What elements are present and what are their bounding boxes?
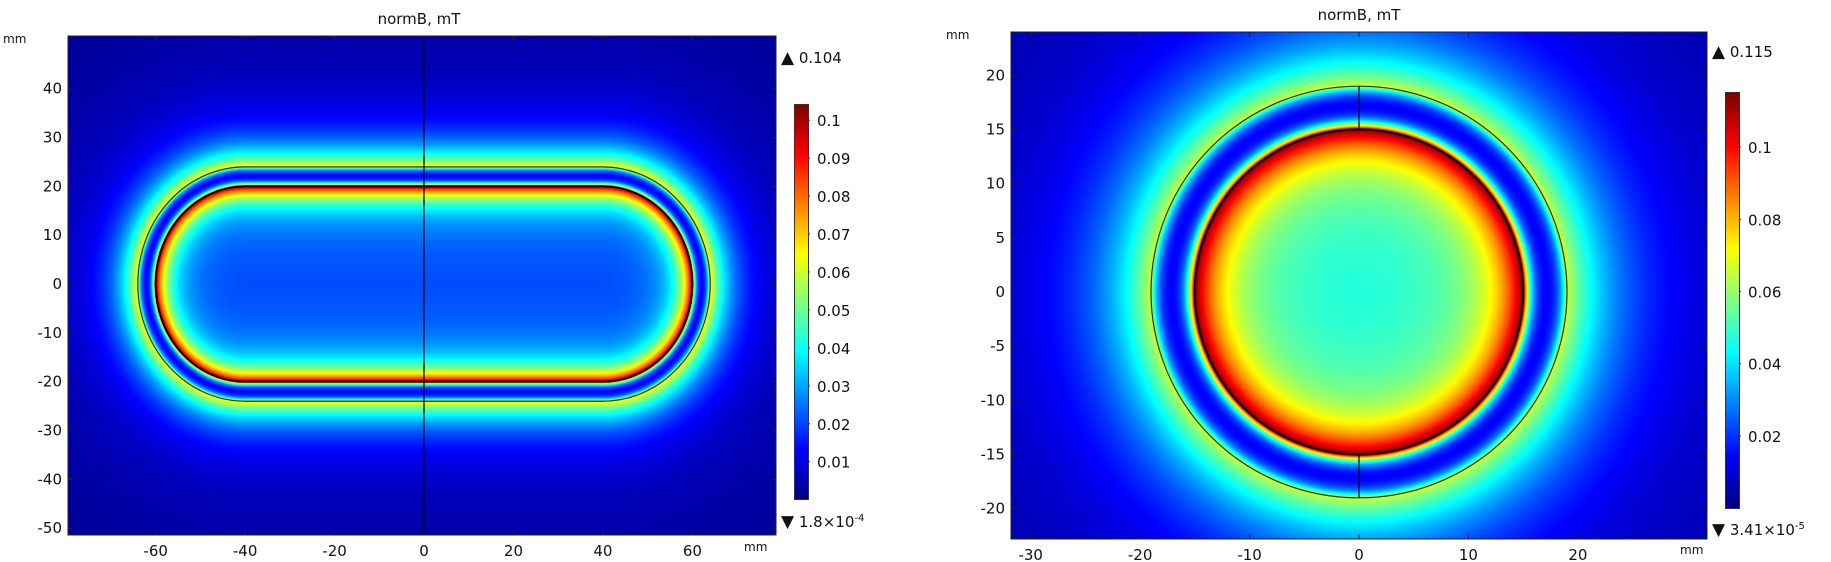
colorbar-tick-label: 0.1 xyxy=(1748,139,1772,157)
colorbar-max: ▲ 0.104 xyxy=(781,48,842,68)
y-tick-label: -20 xyxy=(38,373,63,391)
outer-boundary xyxy=(1150,85,1568,499)
x-tick-label: -30 xyxy=(1018,546,1043,562)
y-tick-label: -50 xyxy=(38,519,63,537)
y-tick-label: 10 xyxy=(986,175,1005,193)
x-axis-unit: mm xyxy=(1680,543,1704,557)
x-tick-label: 0 xyxy=(1354,546,1364,562)
x-tick-label: 20 xyxy=(1568,546,1587,562)
y-axis-unit: mm xyxy=(946,28,970,42)
y-tick-label: 15 xyxy=(986,121,1005,139)
y-tick-label: 0 xyxy=(52,275,62,293)
y-tick-label: 30 xyxy=(43,129,62,147)
y-tick-label: -20 xyxy=(981,500,1006,518)
max-triangle-icon: ▲ xyxy=(1712,42,1726,62)
colorbar-tick-label: 0.08 xyxy=(1748,211,1781,229)
y-tick-label: -40 xyxy=(38,470,63,488)
x-tick-label: 0 xyxy=(419,542,429,560)
x-tick-label: -40 xyxy=(233,542,258,560)
colorbar-tick-label: 0.06 xyxy=(1748,284,1781,302)
y-tick-label: 40 xyxy=(43,80,62,98)
y-tick-label: -5 xyxy=(990,337,1005,355)
y-tick-label: -30 xyxy=(38,422,63,440)
min-triangle-icon: ▼ xyxy=(1712,520,1726,540)
y-tick-label: 10 xyxy=(43,226,62,244)
colorbar-tick-label: 0.1 xyxy=(817,112,841,130)
y-tick-label: -15 xyxy=(981,446,1006,464)
colorbar-min-exponent: -4 xyxy=(854,513,865,524)
max-triangle-icon: ▲ xyxy=(781,48,795,68)
x-tick-label: 20 xyxy=(504,542,523,560)
colorbar-min-label: 3.41×10 xyxy=(1729,521,1795,539)
y-axis-unit: mm xyxy=(3,32,27,46)
x-axis-unit: mm xyxy=(744,540,768,554)
x-tick-label: -60 xyxy=(143,542,168,560)
colorbar-max-label: 0.104 xyxy=(798,49,842,67)
x-tick-label: 40 xyxy=(593,542,612,560)
colorbar-tick-label: 0.08 xyxy=(817,188,850,206)
inner-boundary xyxy=(154,185,694,383)
x-tick-label: -10 xyxy=(1237,546,1262,562)
colorbar-tick-label: 0.04 xyxy=(817,340,850,358)
colorbar-min: ▼ 3.41×10-5 xyxy=(1712,520,1805,540)
x-tick-label: -20 xyxy=(322,542,347,560)
colorbar-min-label: 1.8×10 xyxy=(798,513,855,531)
x-tick-label: 10 xyxy=(1459,546,1478,562)
colorbar-tick-label: 0.06 xyxy=(817,264,850,282)
y-tick-label: 20 xyxy=(986,66,1005,84)
y-tick-label: 20 xyxy=(43,177,62,195)
colorbar xyxy=(1725,92,1740,509)
colorbar-tick-label: 0.07 xyxy=(817,226,850,244)
y-tick-label: -10 xyxy=(38,324,63,342)
colorbar-max-label: 0.115 xyxy=(1729,43,1773,61)
colorbar-tick-label: 0.02 xyxy=(1748,428,1781,446)
colorbar xyxy=(794,104,809,500)
colorbar-max: ▲ 0.115 xyxy=(1712,42,1773,62)
inner-boundary xyxy=(1193,128,1525,456)
colorbar-min-exponent: -5 xyxy=(1794,521,1805,532)
y-tick-label: 5 xyxy=(995,229,1005,247)
y-tick-label: -10 xyxy=(981,391,1006,409)
plot-frame xyxy=(67,35,777,536)
colorbar-tick-label: 0.05 xyxy=(817,302,850,320)
colorbar-tick-label: 0.04 xyxy=(1748,356,1781,374)
x-tick-label: 60 xyxy=(683,542,702,560)
colorbar-tick-label: 0.01 xyxy=(817,454,850,472)
y-tick-label: 0 xyxy=(995,283,1005,301)
x-tick-label: -20 xyxy=(1128,546,1153,562)
outer-boundary xyxy=(137,166,711,402)
plot-title: normB, mT xyxy=(1317,6,1401,24)
colorbar-tick-label: 0.02 xyxy=(817,416,850,434)
colorbar-tick-label: 0.03 xyxy=(817,378,850,396)
heatmap-stadium xyxy=(68,36,776,535)
min-triangle-icon: ▼ xyxy=(781,512,795,532)
colorbar-min: ▼ 1.8×10-4 xyxy=(781,512,864,532)
plot-title: normB, mT xyxy=(377,10,461,28)
left-plot-panel: -60 -40 -20 0 20 40 60 -50 -40 -30 -20 -10 0 10 20 30 40… xyxy=(0,0,900,562)
colorbar-tick-label: 0.09 xyxy=(817,150,850,168)
